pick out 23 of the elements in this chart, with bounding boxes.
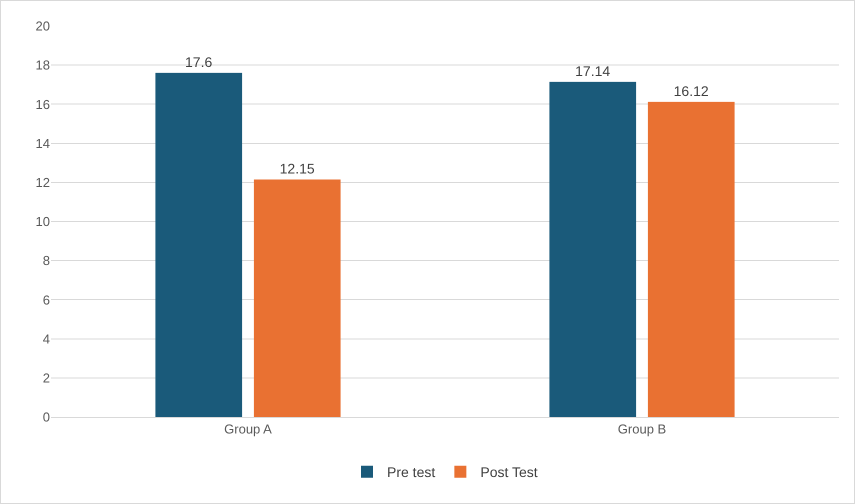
bar [549,82,636,417]
y-tick-label: 12 [36,174,50,190]
x-tick-label: Group A [224,422,272,437]
data-label: 17.14 [575,62,610,79]
bar [155,72,242,417]
legend-label: Post Test [480,464,538,480]
x-tick-label: Group B [618,422,666,437]
legend-label: Pre test [387,464,436,480]
y-tick-label: 2 [42,370,50,386]
y-tick-label: 6 [42,292,50,308]
y-tick-label: 0 [42,410,50,425]
y-tick-label: 8 [42,253,50,268]
data-label: 12.15 [280,160,315,176]
y-tick-label: 4 [42,331,50,346]
y-tick-label: 18 [36,58,50,73]
y-tick-label: 16 [36,96,50,112]
y-tick-label: 20 [36,18,50,34]
y-tick-label: 10 [36,214,50,230]
data-label: 16.12 [674,82,709,99]
bar [254,179,341,417]
bar [648,102,735,417]
data-label: 17.6 [185,54,212,70]
y-tick-label: 14 [36,136,50,151]
